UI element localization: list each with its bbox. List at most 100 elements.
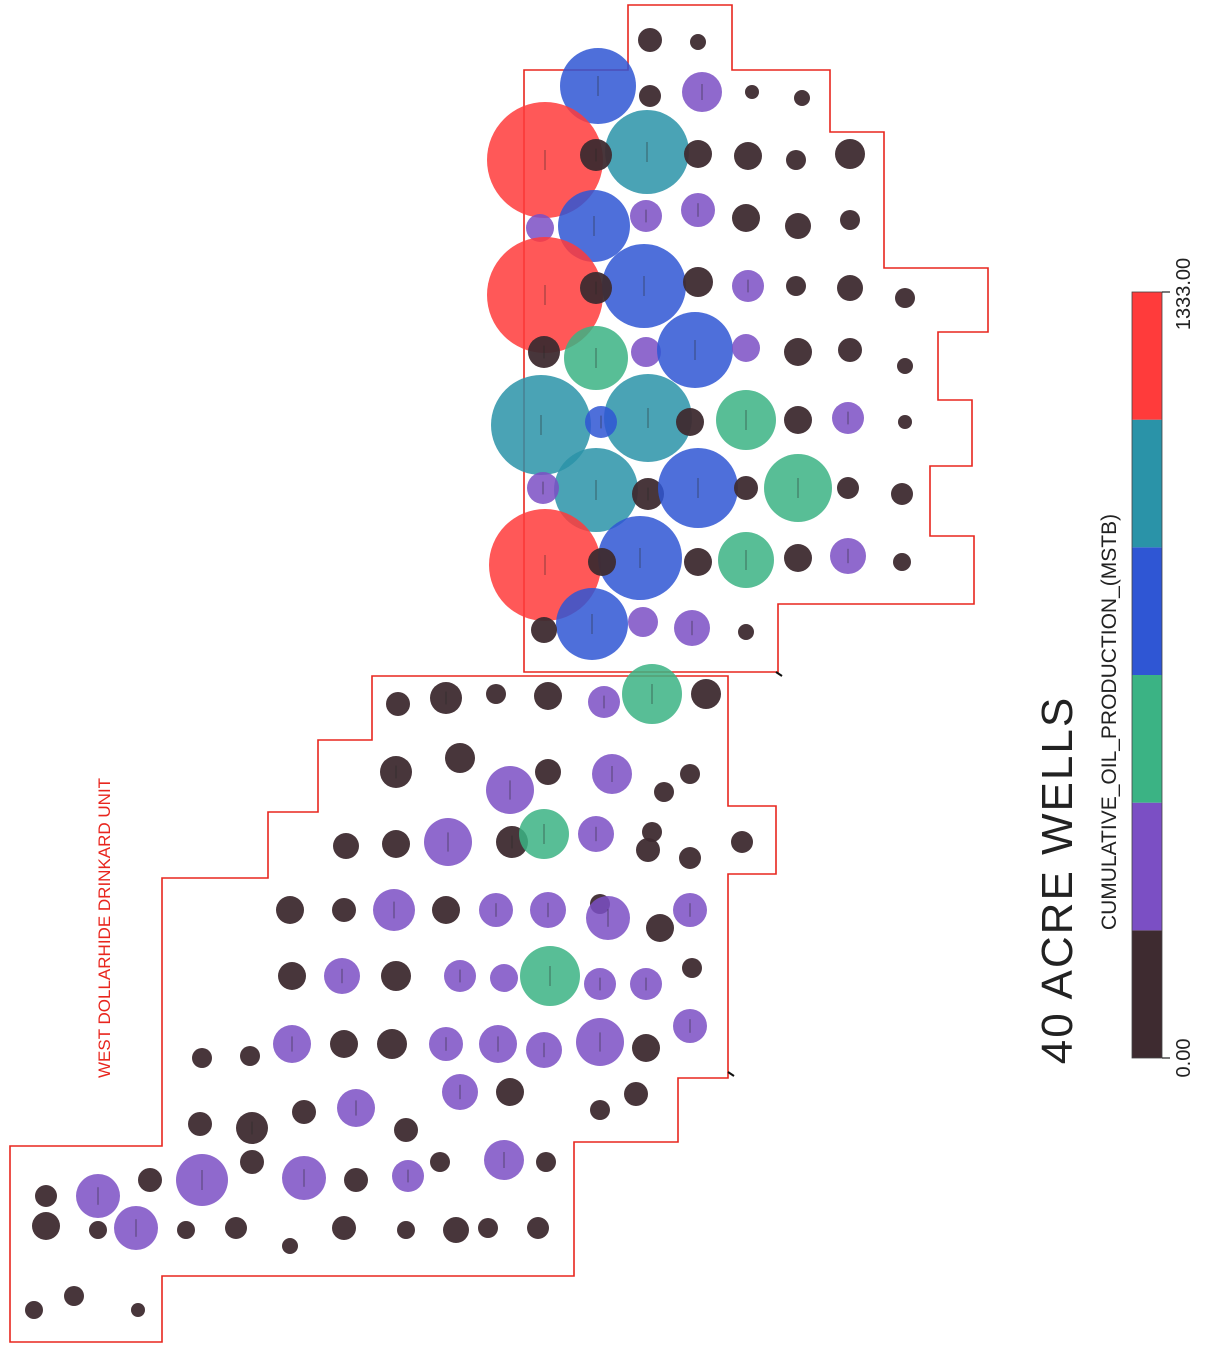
well-circle bbox=[642, 822, 662, 842]
well-circle bbox=[680, 764, 700, 784]
well-circle bbox=[489, 509, 601, 621]
well-bubble bbox=[784, 544, 812, 572]
well-bubble bbox=[496, 1078, 524, 1106]
well-bubble bbox=[377, 1029, 407, 1059]
well-circle bbox=[114, 1206, 158, 1250]
well-circle bbox=[679, 847, 701, 869]
well-circle bbox=[674, 610, 710, 646]
well-circle bbox=[786, 150, 806, 170]
legend-swatch bbox=[1132, 547, 1162, 675]
well-circle bbox=[491, 375, 591, 475]
well-circle bbox=[784, 544, 812, 572]
well-circle bbox=[895, 288, 915, 308]
well-circle bbox=[745, 85, 759, 99]
well-bubble bbox=[442, 1074, 478, 1110]
well-bubble bbox=[487, 237, 603, 353]
well-bubble bbox=[628, 607, 658, 637]
well-bubble bbox=[333, 833, 359, 859]
well-bubble bbox=[630, 968, 662, 1000]
well-circle bbox=[585, 406, 617, 438]
well-circle bbox=[534, 682, 562, 710]
well-bubble bbox=[588, 548, 616, 576]
well-circle bbox=[487, 102, 603, 218]
well-bubble bbox=[526, 1032, 562, 1068]
well-circle bbox=[479, 1025, 517, 1063]
well-circle bbox=[527, 1217, 549, 1239]
well-circle bbox=[840, 210, 860, 230]
well-bubble bbox=[236, 1112, 268, 1144]
legend-max-label: 1333.00 bbox=[1173, 258, 1195, 330]
well-bubble bbox=[764, 454, 832, 522]
well-bubble bbox=[578, 816, 614, 852]
well-circle bbox=[734, 142, 762, 170]
well-circle bbox=[891, 483, 913, 505]
well-bubble bbox=[444, 960, 476, 992]
well-bubble bbox=[631, 337, 661, 367]
well-bubble bbox=[535, 759, 561, 785]
legend-frame bbox=[1131, 291, 1163, 1059]
well-bubble bbox=[89, 1221, 107, 1239]
well-circle bbox=[628, 607, 658, 637]
well-circle bbox=[716, 390, 776, 450]
well-circle bbox=[605, 110, 689, 194]
wells-layer bbox=[25, 28, 915, 1319]
well-circle bbox=[35, 1185, 57, 1207]
well-bubble bbox=[658, 448, 738, 528]
well-bubble bbox=[527, 1217, 549, 1239]
well-circle bbox=[682, 958, 702, 978]
well-bubble bbox=[35, 1185, 57, 1207]
well-bubble bbox=[576, 1018, 624, 1066]
well-circle bbox=[386, 692, 410, 716]
well-circle bbox=[377, 1029, 407, 1059]
well-circle bbox=[897, 358, 913, 374]
well-bubble bbox=[528, 336, 560, 368]
tick-mark bbox=[775, 671, 783, 677]
well-bubble bbox=[683, 267, 713, 297]
well-bubble bbox=[745, 85, 759, 99]
well-bubble bbox=[642, 822, 662, 842]
well-circle bbox=[487, 237, 603, 353]
well-circle bbox=[484, 1140, 524, 1180]
well-bubble bbox=[840, 210, 860, 230]
well-circle bbox=[632, 478, 664, 510]
well-bubble bbox=[891, 483, 913, 505]
lease-outline-east bbox=[523, 4, 989, 673]
well-bubble bbox=[786, 276, 806, 296]
well-bubble bbox=[484, 1140, 524, 1180]
well-circle bbox=[636, 838, 660, 862]
well-circle bbox=[639, 85, 661, 107]
well-bubble bbox=[486, 766, 534, 814]
well-bubble bbox=[895, 288, 915, 308]
well-bubble bbox=[598, 516, 682, 600]
well-bubble bbox=[392, 1160, 424, 1192]
well-bubble bbox=[131, 1303, 145, 1317]
well-circle bbox=[630, 968, 662, 1000]
well-bubble bbox=[487, 102, 603, 218]
well-circle bbox=[478, 1218, 498, 1238]
well-bubble bbox=[491, 375, 591, 475]
well-bubble bbox=[898, 415, 912, 429]
well-circle bbox=[519, 809, 569, 859]
well-bubble bbox=[373, 889, 415, 931]
well-circle bbox=[486, 766, 534, 814]
well-bubble bbox=[479, 1025, 517, 1063]
well-bubble bbox=[680, 764, 700, 784]
well-bubble bbox=[531, 617, 557, 643]
well-circle bbox=[837, 275, 863, 301]
well-bubble bbox=[893, 553, 911, 571]
legend-title: CUMULATIVE_OIL_PRODUCTION_(MSTB) bbox=[1098, 514, 1121, 930]
well-bubble bbox=[225, 1217, 247, 1239]
well-circle bbox=[638, 28, 662, 52]
well-circle bbox=[380, 756, 412, 788]
well-circle bbox=[381, 961, 411, 991]
well-bubble bbox=[580, 272, 612, 304]
well-bubble bbox=[679, 847, 701, 869]
well-circle bbox=[632, 1034, 660, 1062]
well-circle bbox=[429, 1027, 463, 1061]
well-bubble bbox=[636, 838, 660, 862]
well-bubble bbox=[432, 896, 460, 924]
well-circle bbox=[835, 139, 865, 169]
well-circle bbox=[531, 617, 557, 643]
well-bubble bbox=[897, 358, 913, 374]
well-bubble bbox=[324, 958, 360, 994]
